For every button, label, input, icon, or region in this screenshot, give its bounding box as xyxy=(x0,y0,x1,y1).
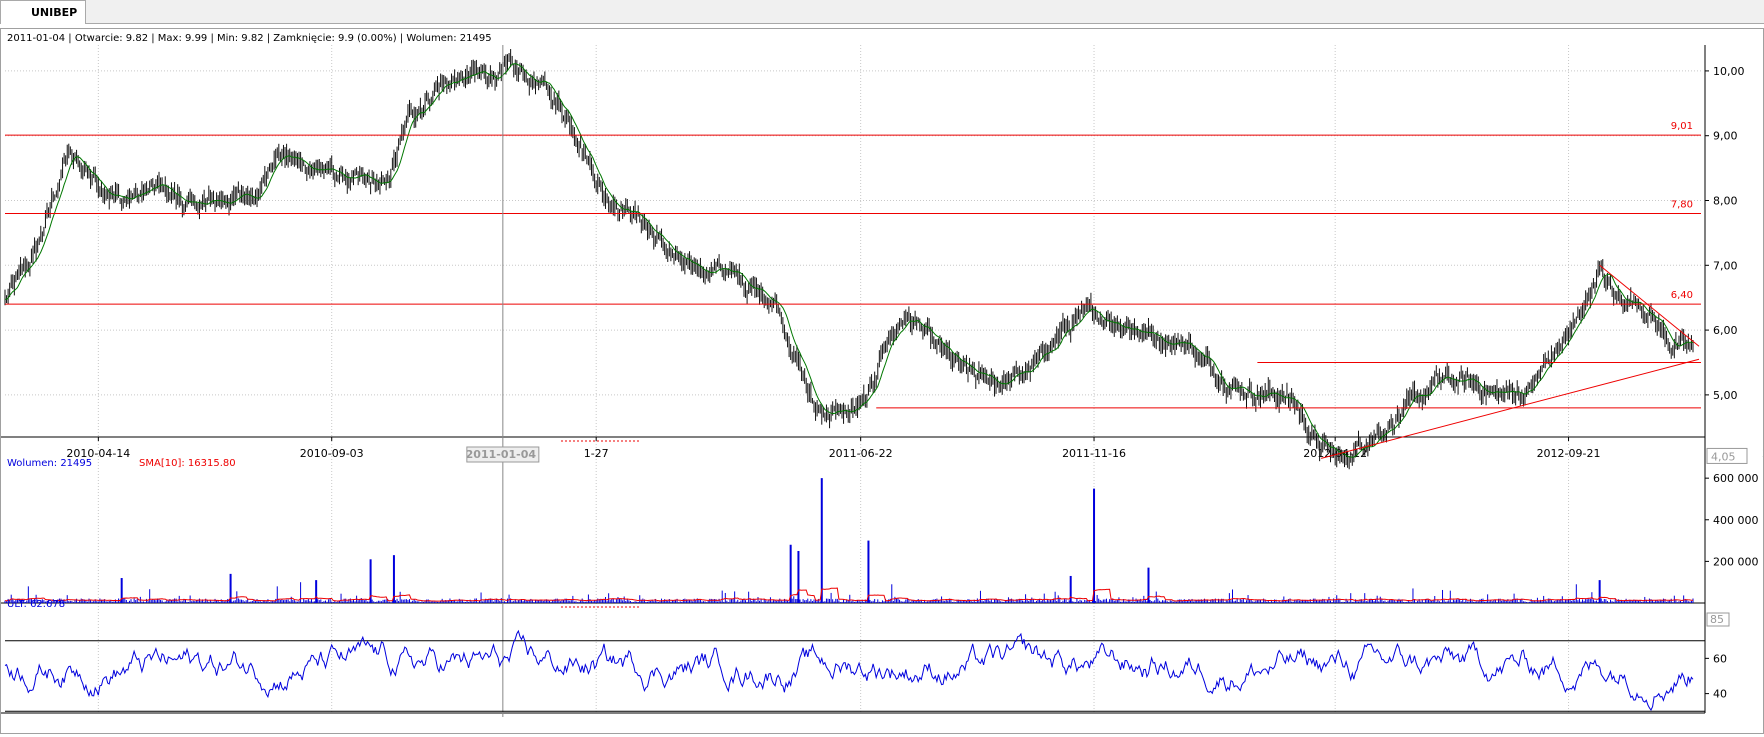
trend-line xyxy=(1599,264,1700,347)
x-tick-label: 2010-09-03 xyxy=(300,447,364,460)
level-label: 9,01 xyxy=(1671,121,1693,132)
ult-y-tick-label: 40 xyxy=(1713,688,1727,701)
x-tick-label: 2013-02-19 xyxy=(1762,447,1763,460)
volume-y-tick-label: 600 000 xyxy=(1713,472,1759,485)
price-y-tick-label: 10,00 xyxy=(1713,65,1745,78)
info-bar: 2011-01-04 | Otwarcie: 9.82 | Max: 9.99 … xyxy=(7,33,492,44)
crosshair-ult-box xyxy=(1706,612,1730,627)
chart-canvas[interactable]: 10,00 9,00 8,00 7,00 6,00 5,00 2010-04-14 2010-… xyxy=(1,29,1764,733)
volume-y-tick-label: 200 000 xyxy=(1713,555,1759,568)
tab-bar: UNIBEP xyxy=(0,0,1764,24)
price-y-tick-label: 7,00 xyxy=(1713,259,1738,272)
level-label: 7,80 xyxy=(1671,199,1693,210)
volume-sma-label: SMA[10]: 16315.80 xyxy=(139,458,236,469)
crosshair-price-box xyxy=(1706,447,1748,464)
volume-label: Wolumen: 21495 xyxy=(7,458,92,469)
crosshair-price-label: 4,05 xyxy=(1711,450,1736,463)
x-tick-label: 2012-09-21 xyxy=(1537,447,1601,460)
tab-unibep[interactable]: UNIBEP xyxy=(0,0,86,24)
volume-y-tick-label: 400 000 xyxy=(1713,514,1759,527)
volume-sma-line xyxy=(4,587,1694,602)
price-y-tick-label: 8,00 xyxy=(1713,195,1738,208)
moving-average-line xyxy=(5,63,1694,458)
x-tick-label: 2011-06-22 xyxy=(829,447,893,460)
price-y-tick-label: 5,00 xyxy=(1713,389,1738,402)
trend-line xyxy=(1321,358,1700,459)
x-tick-label: 1-27 xyxy=(584,447,609,460)
crosshair-date-label: 2011-01-04 xyxy=(466,448,537,461)
x-tick-label: 2011-11-16 xyxy=(1062,447,1126,460)
level-label: 6,40 xyxy=(1671,290,1693,301)
price-y-tick-label: 9,00 xyxy=(1713,130,1738,143)
crosshair-ult-label: 85 xyxy=(1710,613,1724,626)
chart-frame: 10,00 9,00 8,00 7,00 6,00 5,00 2010-04-14 2010-… xyxy=(0,28,1764,734)
ult-label: ULT: 62.678 xyxy=(7,599,65,610)
x-tick-label: 2010-04-14 xyxy=(66,447,130,460)
price-y-tick-label: 6,00 xyxy=(1713,324,1738,337)
crosshair-date-box xyxy=(466,446,540,463)
ult-y-tick-label: 60 xyxy=(1713,652,1727,665)
ult-line xyxy=(4,629,1694,711)
